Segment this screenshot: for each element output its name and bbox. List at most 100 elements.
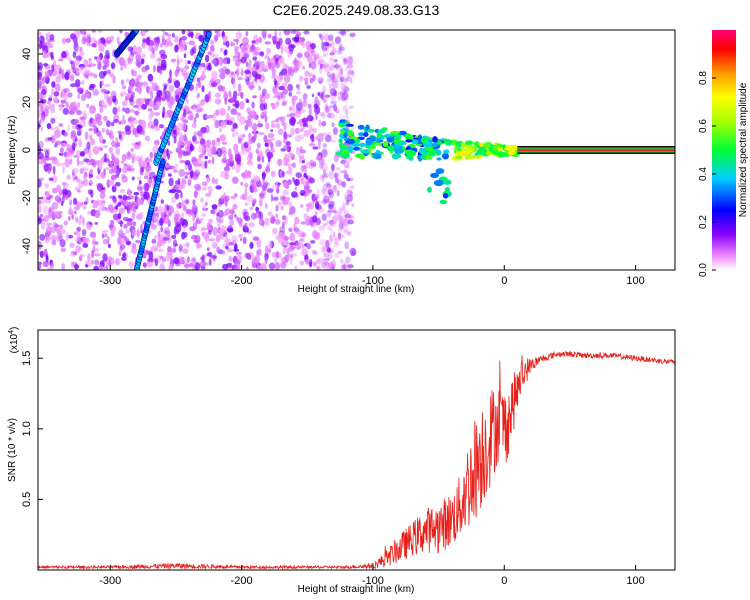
noise-speck [185,59,188,69]
noise-speck [327,184,331,189]
noise-speck [53,91,60,97]
noise-speck [76,202,83,208]
carrier-blob [496,147,504,151]
noise-speck [38,73,42,81]
noise-speck [140,81,144,88]
noise-speck [319,163,324,170]
noise-speck [188,40,196,46]
noise-speck [246,170,251,176]
noise-speck [328,170,335,180]
noise-speck [202,113,208,121]
noise-speck [75,67,83,74]
noise-speck [140,30,146,37]
noise-speck [312,197,316,204]
noise-speck [147,45,154,52]
x-tick-label: -300 [99,275,121,287]
noise-speck [255,69,262,73]
noise-speck [343,173,350,178]
noise-speck [248,58,252,68]
noise-speck [140,190,144,197]
noise-speck [76,226,81,232]
noise-speck [170,95,174,104]
noise-speck [116,36,120,45]
noise-speck [66,174,71,180]
noise-speck [329,64,336,71]
noise-speck [341,221,345,230]
noise-speck [179,184,186,189]
noise-speck [71,125,79,130]
noise-speck [255,148,259,154]
noise-speck [220,121,227,129]
noise-speck [76,109,82,116]
noise-speck [325,42,332,47]
noise-speck [342,105,345,112]
noise-speck [64,159,70,168]
noise-speck [291,193,296,199]
noise-speck [212,258,216,262]
carrier-blob [436,149,442,156]
noise-speck [247,154,252,163]
noise-speck [147,108,153,112]
noise-speck [289,30,295,35]
carrier-blob [420,137,429,144]
noise-speck [226,120,233,126]
noise-speck [40,114,46,124]
noise-speck [265,166,271,173]
carrier-blob [350,143,361,147]
noise-speck [321,158,326,165]
noise-speck [89,105,96,114]
noise-speck [131,246,137,255]
noise-speck [317,133,324,142]
carrier-blob [443,138,450,145]
noise-speck [132,45,137,51]
noise-speck [75,177,80,183]
noise-speck [289,232,296,242]
chart-title: C2E6.2025.249.08.33.G13 [273,2,440,18]
noise-speck [259,103,266,111]
carrier-blob [473,141,480,146]
noise-speck [318,207,325,213]
noise-speck [331,206,336,213]
noise-speck [127,191,132,196]
noise-speck [341,215,347,223]
noise-speck [172,168,178,173]
noise-speck [204,54,210,63]
carrier-blob [510,145,517,152]
noise-speck [206,65,212,71]
noise-speck [246,99,250,104]
noise-speck [293,36,300,43]
noise-speck [326,184,332,191]
noise-speck [38,200,42,204]
noise-speck [240,237,243,242]
noise-speck [330,220,337,228]
noise-speck [349,189,354,195]
noise-speck [48,70,53,78]
noise-speck [333,172,338,178]
noise-speck [136,124,143,134]
noise-speck [84,131,89,141]
noise-speck [331,163,335,171]
noise-speck [103,115,108,122]
carrier-blob [390,131,400,135]
noise-speck [230,195,237,200]
noise-speck [273,78,277,86]
noise-speck [295,172,303,178]
noise-speck [246,252,252,260]
noise-speck [264,142,269,147]
noise-speck [80,93,87,102]
noise-speck [220,194,226,202]
noise-speck [111,140,116,148]
noise-speck [337,95,341,101]
noise-speck [235,164,241,173]
noise-speck [130,123,135,130]
snr-y-axis-title: SNR (10 * v/v) [7,418,18,482]
noise-speck [310,240,316,244]
noise-speck [251,122,258,131]
noise-speck [242,224,247,231]
noise-speck [326,209,332,218]
noise-speck [343,30,350,33]
colorbar-ticks: 0.0 0.2 0.4 0.6 0.8 [698,71,716,277]
noise-speck [58,123,64,127]
noise-speck [39,40,43,50]
noise-speck [232,239,236,246]
